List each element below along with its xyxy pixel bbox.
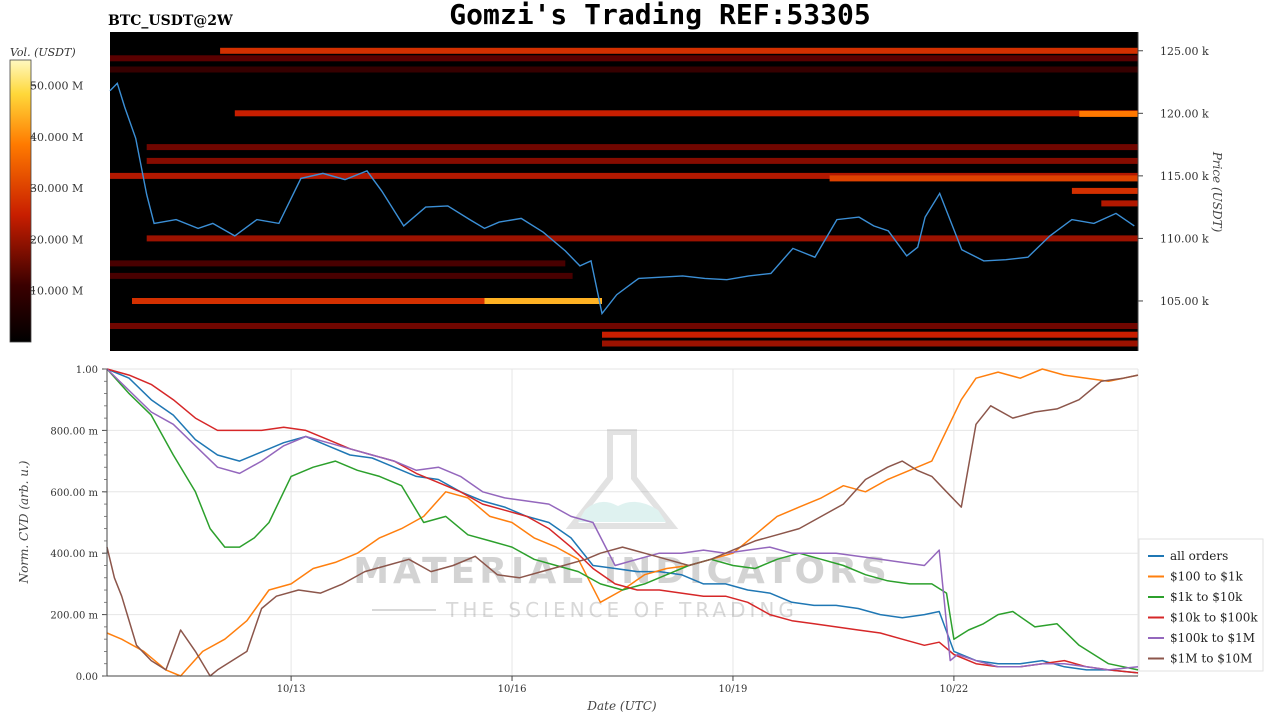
colorbar-tick-label: 20.000 M [30,233,83,246]
cvd-y-tick-label: 0.00 [76,672,98,683]
cvd-plot-area [107,369,1138,676]
heatmap-band [220,47,1139,54]
cvd-panel: MATERIAL INDICATORS THE SCIENCE OF TRADI… [17,365,1139,713]
chart-title: Gomzi's Trading REF:53305 [449,0,870,31]
flask-liquid-icon [578,501,666,522]
cvd-x-tick-label: 10/16 [498,684,527,695]
heatmap-band [146,144,1138,151]
series-line [106,368,1139,674]
legend-label: $100 to $1k [1170,570,1243,584]
heatmap-band [234,110,1139,117]
heatmap-band [110,55,1138,62]
colorbar-tick-label: 30.000 M [30,182,83,195]
legend-box [1138,538,1264,672]
heatmap-band [110,323,1138,329]
series-line [106,368,1139,674]
flask-icon [565,429,679,529]
colorbar-gradient [9,59,32,343]
series-line [106,368,1139,671]
colorbar-tick-label: 10.000 M [30,285,83,298]
heatmap-band [110,260,566,267]
series-line [106,374,1139,677]
heatmap-band [484,298,602,304]
symbol-label: BTC_USDT@2W [108,13,233,29]
heatmap-band [110,66,1138,73]
heatmap-band [132,298,485,304]
colorbar: Vol. (USDT) 10.000 M 20.000 M 30.000 M 40.0… [9,46,83,343]
legend-label: $100k to $1M [1170,631,1255,645]
heatmap-band [602,331,1138,338]
legend-label: all orders [1170,549,1228,563]
cvd-y-tick-label: 600.00 m [50,488,98,499]
price-tick-label: 115.00 k [1160,170,1209,183]
legend-label: $1k to $10k [1170,590,1243,604]
cvd-x-tick-label: 10/22 [939,684,968,695]
price-tick-label: 110.00 k [1160,232,1209,245]
cvd-y-tick-label: 800.00 m [50,426,98,437]
legend: all orders $100 to $1k $1k to $10k $10k to … [1138,538,1264,672]
cvd-x-tick-label: 10/19 [719,684,748,695]
cvd-x-axis-label: Date (UTC) [586,699,656,713]
heatmap-background [110,32,1138,351]
heatmap-band [110,172,1138,179]
heatmap-band [110,272,573,279]
legend-label: $10k to $100k [1170,611,1258,625]
heatmap-band [602,340,1138,347]
price-tick-label: 105.00 k [1160,295,1209,308]
colorbar-tick-label: 50.000 M [30,80,83,93]
legend-label: $1M to $10M [1170,652,1252,666]
price-line [109,81,1135,316]
cvd-y-axis-label: Norm. CVD (arb. u.) [17,460,31,584]
colorbar-tick-label: 40.000 M [30,131,83,144]
price-axis-label: Price (USDT) [1210,151,1224,233]
price-tick-label: 125.00 k [1160,45,1209,58]
heatmap-band [1079,110,1138,117]
price-tick-label: 120.00 k [1160,107,1209,120]
cvd-y-tick-label: 1.00 [76,365,98,376]
heatmap-panel: 105.00 k 110.00 k 115.00 k 120.00 k 125.00 k… [109,32,1224,351]
heatmap-band [1071,187,1138,194]
cvd-y-tick-label: 200.00 m [50,611,98,622]
heatmap-band [146,157,1138,164]
watermark-line2: THE SCIENCE OF TRADING [445,598,798,622]
watermark: MATERIAL INDICATORS THE SCIENCE OF TRADI… [353,429,887,622]
heatmap-band [829,175,1138,182]
heatmap-band [146,235,1138,242]
series-line [106,368,1139,671]
cvd-x-tick-label: 10/13 [277,684,306,695]
colorbar-label: Vol. (USDT) [10,46,76,59]
cvd-y-tick-label: 400.00 m [50,549,98,560]
heatmap-band [1101,200,1138,207]
